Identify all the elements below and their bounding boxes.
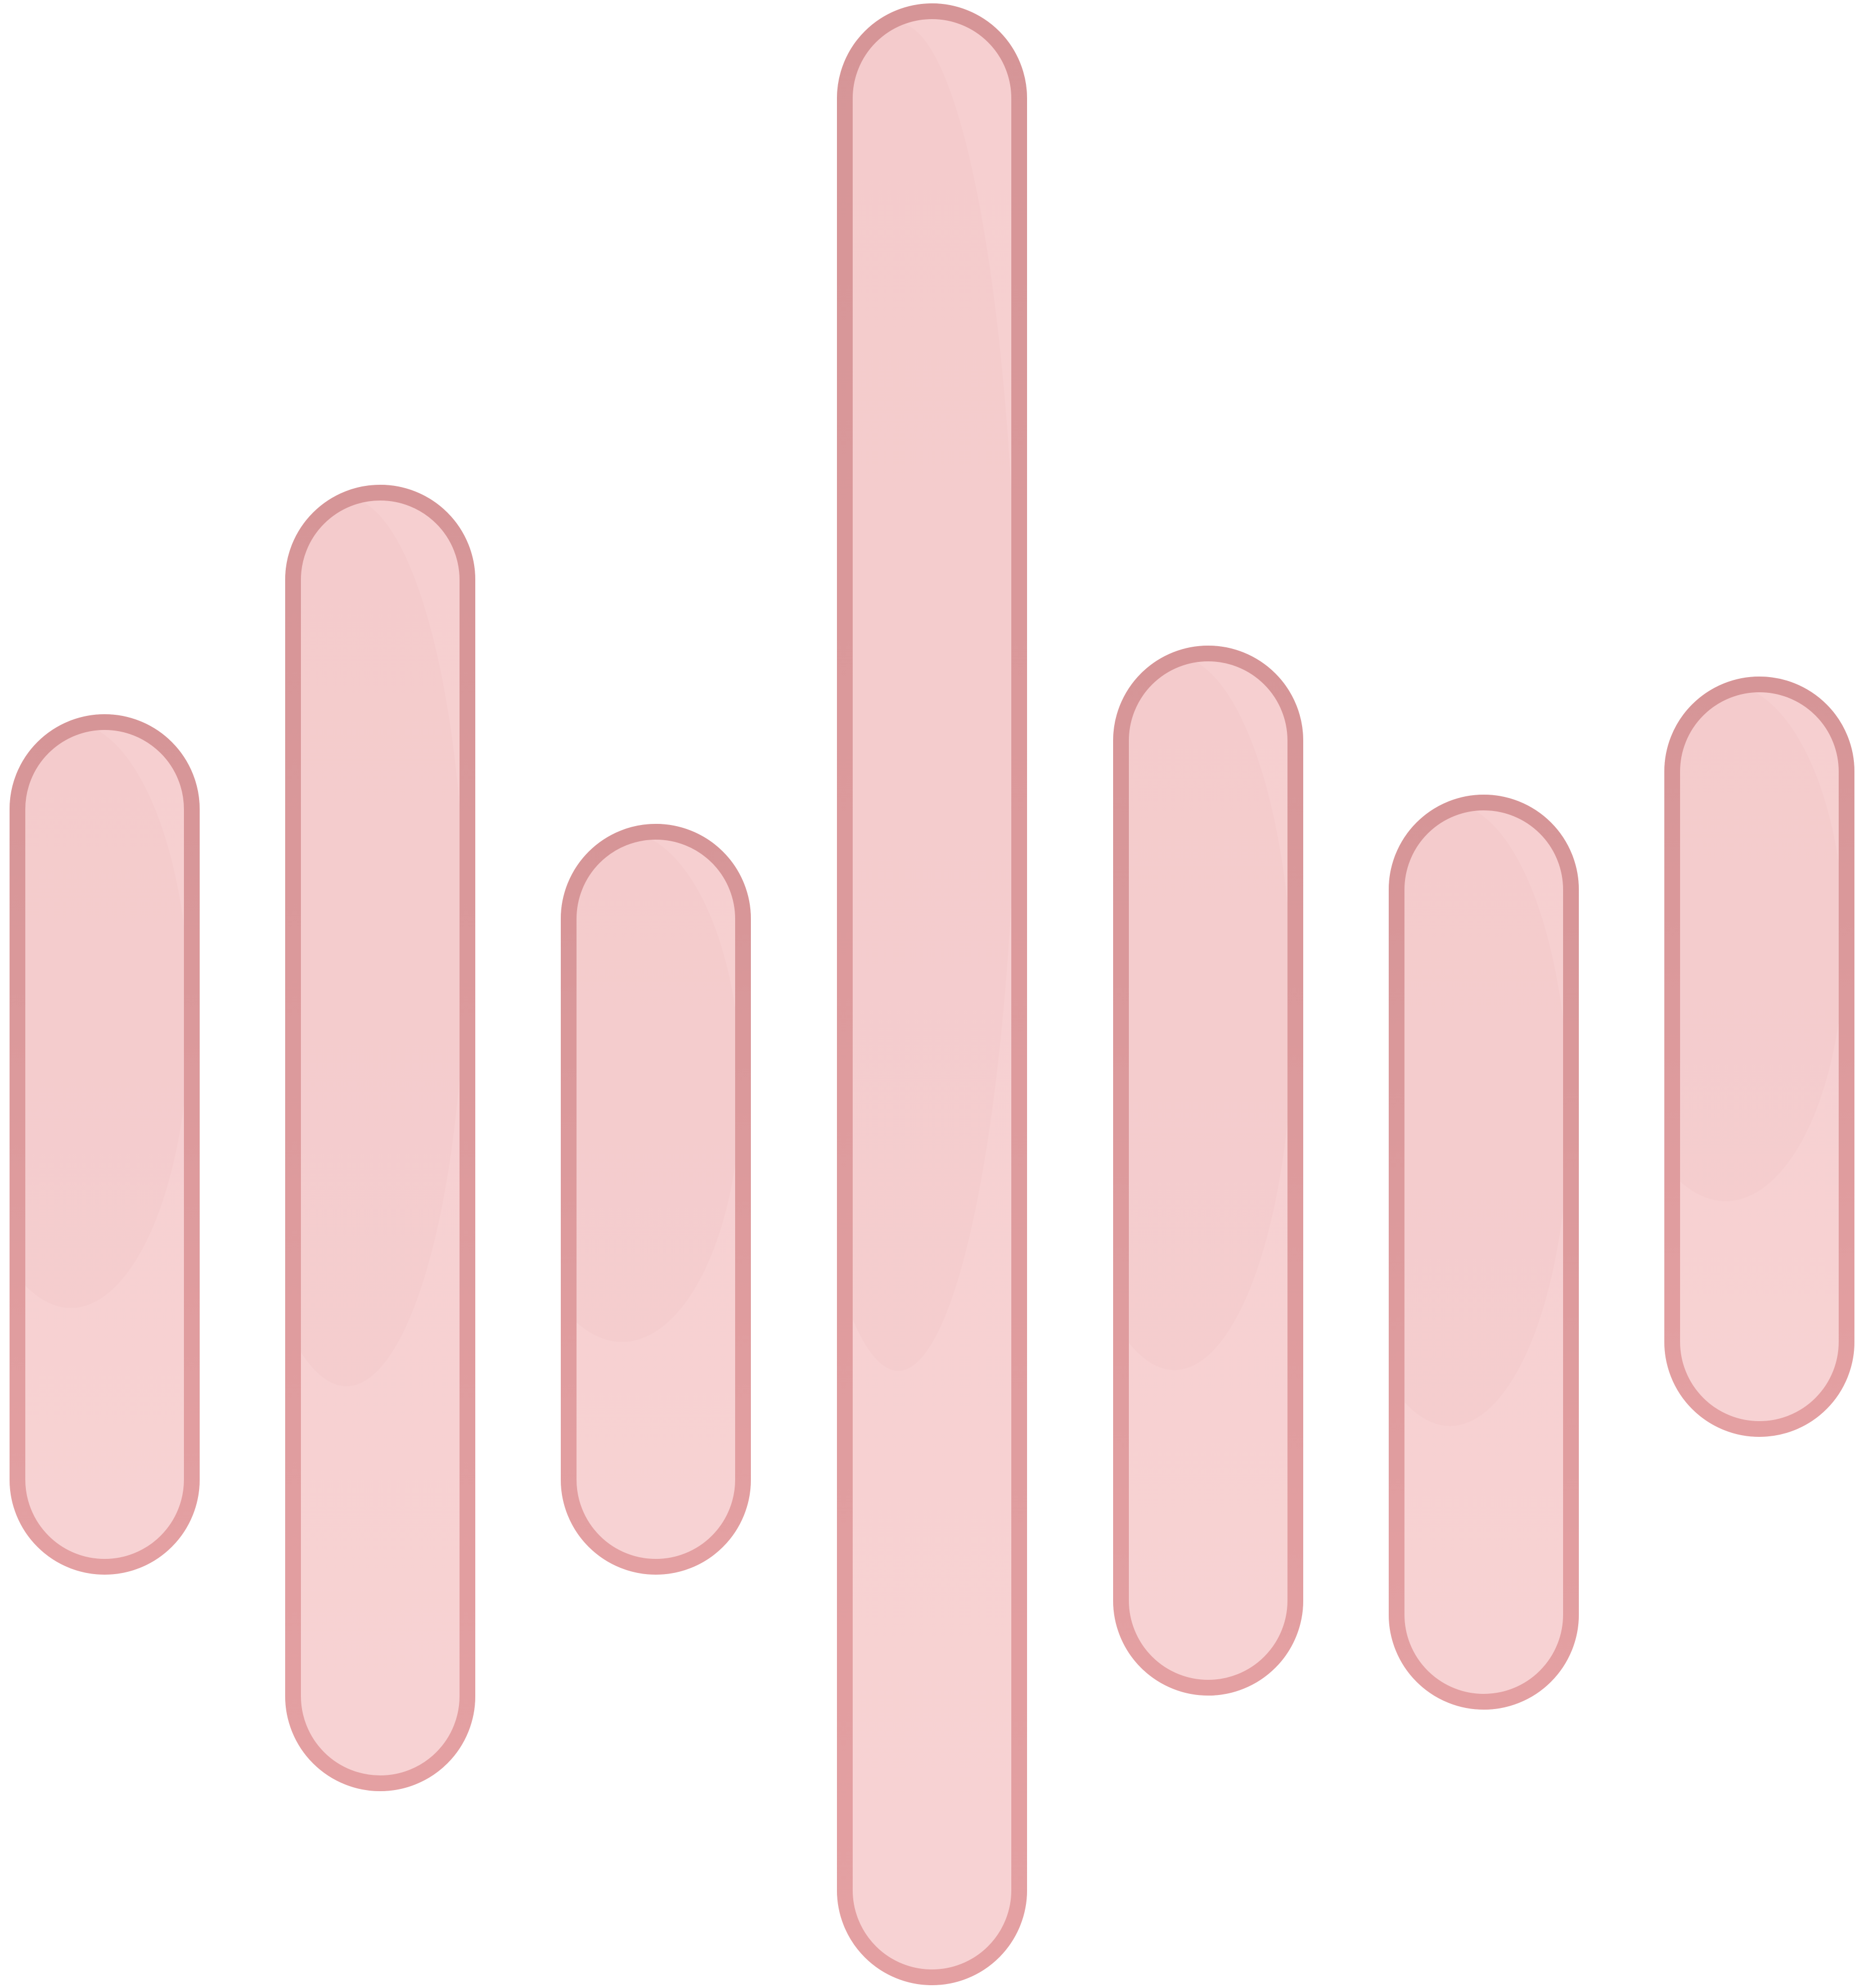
wave-bar-outline [1664,677,1854,1437]
wave-bar-fill [1113,646,1303,1696]
wave-bar-shade [561,831,741,1342]
wave-bar-fill [1389,795,1579,1710]
wave-bar-4 [837,3,1027,1985]
wave-bar-shade [1113,656,1294,1371]
wave-bar-outline [285,485,475,1791]
wave-bar-fill [285,485,475,1791]
wave-bar-fill [1664,677,1854,1437]
wave-bar-fill [10,714,200,1575]
wave-bar-6 [1389,795,1579,1710]
wave-bar-shade [837,23,1017,1371]
wave-bar-5 [1113,646,1303,1696]
wave-bar-outline [561,824,751,1575]
wave-bar-fill [837,3,1027,1985]
wave-bar-7 [1664,677,1854,1437]
wave-bar-outline [1389,795,1579,1710]
wave-bar-2 [285,485,475,1791]
wave-bar-shade [1389,804,1569,1426]
wave-bar-fill [561,824,751,1575]
wave-bar-3 [561,824,751,1575]
wave-bar-1 [10,714,200,1575]
wave-bar-shade [285,498,466,1386]
wave-bar-outline [1113,646,1303,1696]
wave-bar-outline [10,714,200,1575]
wave-bar-shade [1664,684,1845,1201]
wave-bar-outline [837,3,1027,1985]
